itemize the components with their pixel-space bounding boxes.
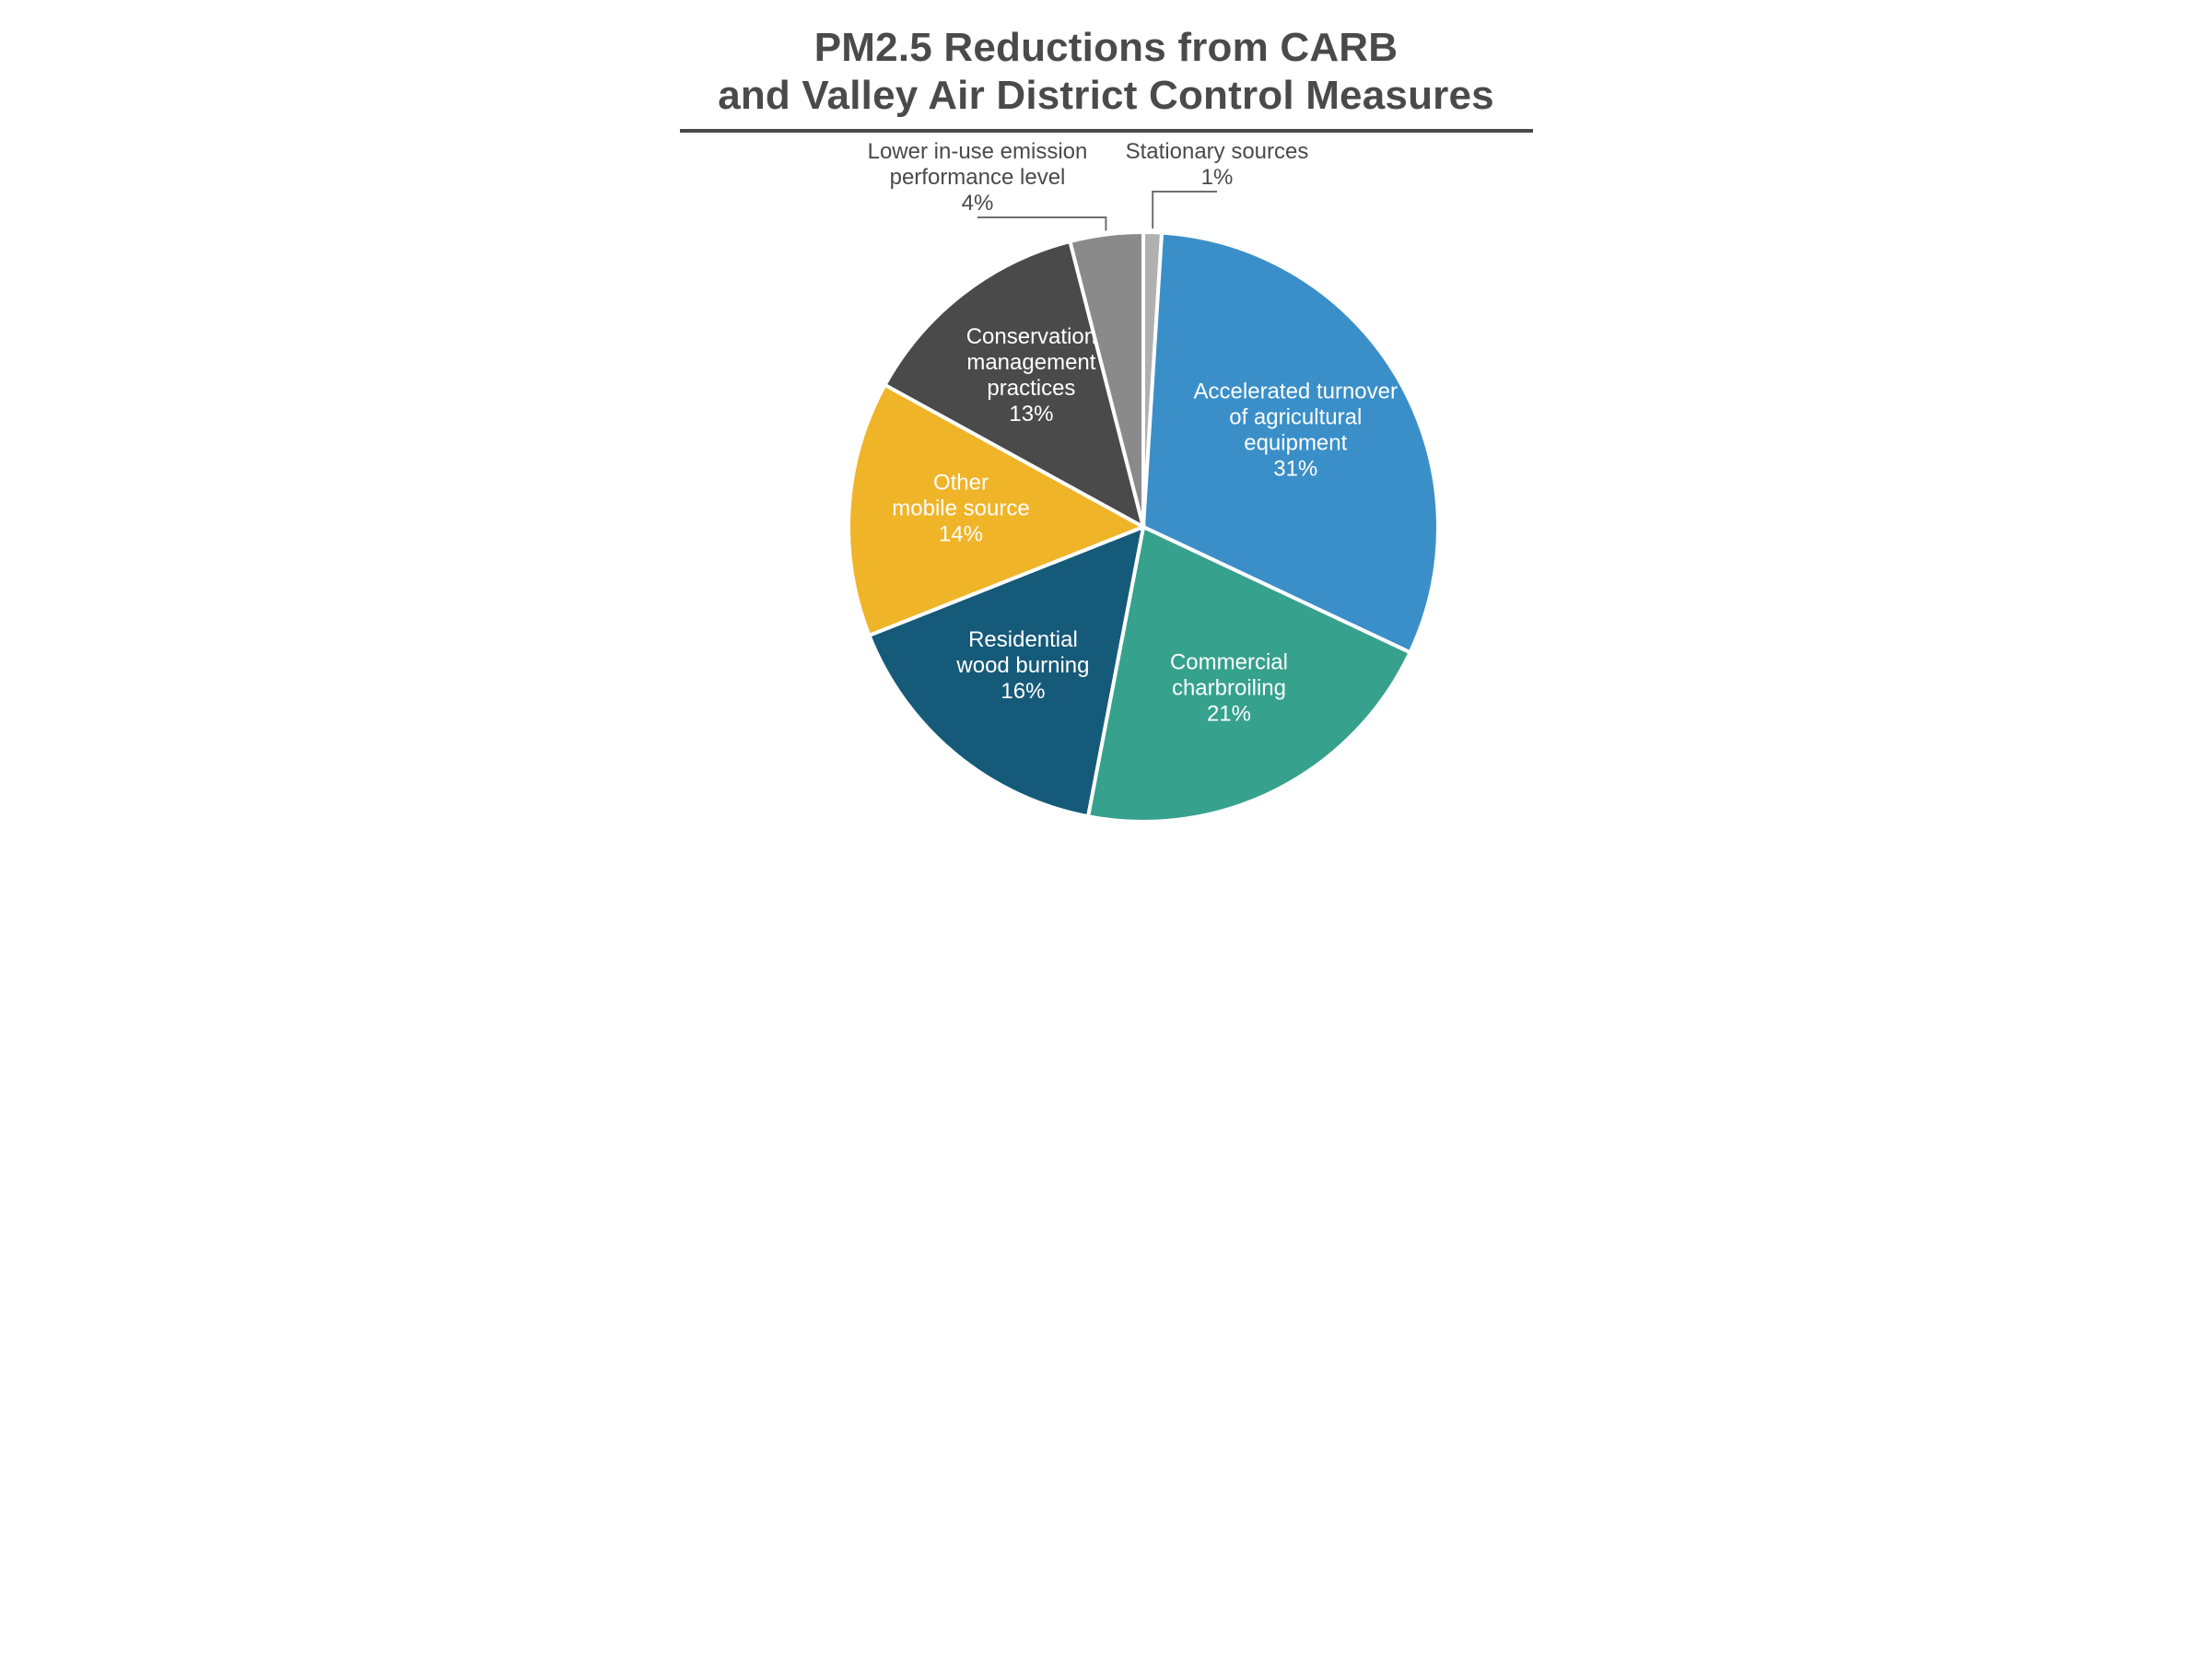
leader-line <box>1153 192 1217 228</box>
leader-line <box>977 217 1106 231</box>
outer-label: Lower in-use emissionperformance level4% <box>867 140 1087 216</box>
title-line-2: and Valley Air District Control Measures <box>718 73 1494 118</box>
pie-chart: Accelerated turnoverof agriculturalequip… <box>646 140 1567 840</box>
outer-label: Stationary sources1% <box>1125 140 1308 190</box>
chart-container: Accelerated turnoverof agriculturalequip… <box>517 140 1696 840</box>
title-rule-wrap <box>517 120 1696 140</box>
chart-title: PM2.5 Reductions from CARBand Valley Air… <box>517 24 1696 120</box>
title-rule <box>680 129 1533 133</box>
page: PM2.5 Reductions from CARBand Valley Air… <box>517 0 1696 840</box>
title-line-1: PM2.5 Reductions from CARB <box>814 25 1399 70</box>
